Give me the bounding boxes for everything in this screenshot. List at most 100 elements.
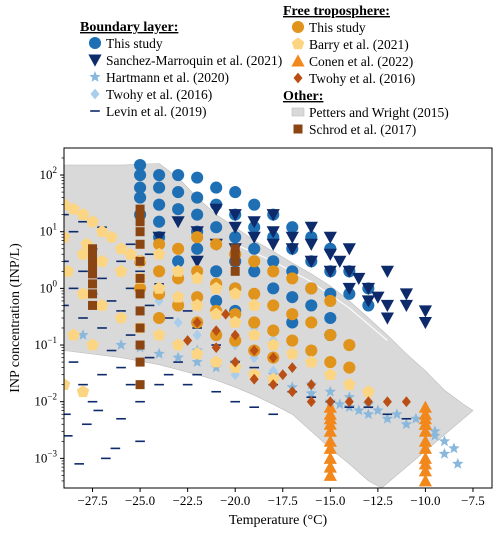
legend-marker <box>89 71 101 82</box>
series-point <box>418 417 432 430</box>
series-point <box>87 400 98 403</box>
series-point <box>64 260 69 263</box>
series-point <box>64 378 71 390</box>
series-point <box>418 434 432 447</box>
series-point <box>247 231 261 244</box>
series-point <box>363 406 374 408</box>
x-tick-label: −22.5 <box>173 493 203 508</box>
series-point <box>116 366 126 369</box>
series-point <box>106 349 117 352</box>
series-point <box>134 181 147 194</box>
series-point <box>125 287 136 290</box>
series-point <box>64 413 71 416</box>
series-point <box>68 361 79 363</box>
series-point <box>210 181 223 194</box>
series-point <box>97 327 107 329</box>
series-point <box>114 264 128 277</box>
series-point <box>278 369 288 381</box>
series-point <box>67 202 80 215</box>
y-tick-base: 10 <box>40 167 53 182</box>
series-point <box>266 209 280 222</box>
series-point <box>64 264 75 277</box>
series-point <box>191 208 204 221</box>
series-point <box>191 356 203 367</box>
series-point <box>135 340 145 350</box>
series-point <box>268 413 279 416</box>
series-point <box>153 347 165 359</box>
series-point <box>135 306 145 316</box>
series-point <box>400 418 413 430</box>
series-point <box>380 312 394 325</box>
series-point <box>135 273 145 283</box>
series-point <box>135 239 145 249</box>
series-point <box>190 347 204 360</box>
y-tick-label: 102 <box>40 165 58 182</box>
series-point <box>192 317 202 328</box>
x-tick-label: −27.5 <box>77 493 107 508</box>
series-point <box>399 299 413 312</box>
y-axis-label: INP concentration (INP/L) <box>8 243 23 393</box>
series-point <box>173 317 183 328</box>
series-point <box>209 203 223 216</box>
y-tick-label: 10−2 <box>34 392 57 409</box>
series-point <box>286 308 299 321</box>
series-point <box>401 417 412 420</box>
y-tick-exponent: −2 <box>47 392 57 402</box>
series-point <box>247 216 261 229</box>
series-point <box>116 417 126 420</box>
legend-label: Twohy et al. (2016) <box>106 87 212 102</box>
series-point <box>88 300 98 310</box>
series-point <box>171 264 185 277</box>
series-point <box>76 385 90 398</box>
series-point <box>391 408 403 420</box>
series-point <box>323 451 337 464</box>
series-point <box>154 383 164 386</box>
series-point <box>172 242 185 255</box>
series-point <box>135 256 145 266</box>
series-point <box>74 463 85 465</box>
series-point <box>211 325 221 336</box>
series-point <box>323 460 337 473</box>
series-point <box>125 383 136 386</box>
series-point <box>266 226 280 239</box>
series-point <box>418 400 432 413</box>
series-point <box>171 216 185 229</box>
series-point <box>211 342 221 353</box>
series-point <box>152 281 166 294</box>
series-point <box>78 383 88 386</box>
legend-group-title: Free troposphere: <box>283 4 390 19</box>
series-point <box>371 291 385 304</box>
series-point <box>418 441 432 454</box>
series-point <box>210 265 223 278</box>
series-point <box>101 457 111 460</box>
series-point <box>410 412 422 424</box>
legend-marker <box>90 88 100 100</box>
y-tick-exponent: 1 <box>53 222 58 232</box>
series-point <box>183 335 193 346</box>
series-point <box>172 203 185 216</box>
series-point <box>353 404 365 416</box>
series-point <box>418 407 432 420</box>
series-point <box>418 451 432 464</box>
legend-marker <box>293 72 303 84</box>
series-point <box>380 265 394 278</box>
series-point <box>304 238 318 251</box>
series-point <box>248 255 261 268</box>
series-point <box>286 347 299 360</box>
legend-group-title: Boundary layer: <box>80 20 178 35</box>
series-point <box>125 334 136 336</box>
legend-marker <box>291 54 305 67</box>
series-point <box>172 351 184 363</box>
series-point <box>135 227 145 237</box>
axes: −27.5 −25.0 −22.5 −20.0 −17.5 −15.0 −12.5 −10.0… <box>8 147 493 528</box>
series-point <box>135 289 145 299</box>
series-point <box>248 198 261 211</box>
series-point <box>268 379 278 390</box>
series-point <box>267 372 280 385</box>
y-tick-exponent: −3 <box>47 448 57 458</box>
series-point <box>286 291 299 304</box>
series-point <box>342 265 356 278</box>
series-point <box>192 329 202 341</box>
series-point <box>153 168 166 182</box>
series-point <box>135 323 145 333</box>
